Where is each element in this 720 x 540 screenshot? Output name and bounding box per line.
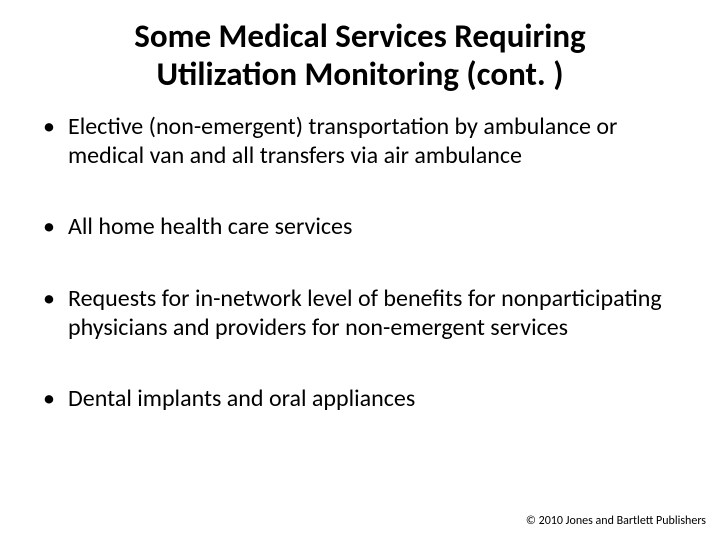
bullet-text: Dental implants and oral appliances	[68, 384, 415, 413]
bullet-list: Elective (non-emergent) transportation b…	[40, 112, 680, 414]
list-item: Dental implants and oral appliances	[40, 384, 680, 413]
list-item: Requests for in-network level of benefit…	[40, 284, 680, 343]
bullet-text: Elective (non-emergent) transportation b…	[68, 112, 617, 170]
title-line-2: Utilization Monitoring (cont. )	[157, 54, 564, 94]
bullet-text: All home health care services	[68, 212, 352, 241]
copyright-footer: © 2010 Jones and Bartlett Publishers	[526, 514, 706, 528]
slide-title: Some Medical Services Requiring Utilizat…	[40, 18, 680, 94]
list-item: All home health care services	[40, 212, 680, 241]
bullet-text: Requests for in-network level of benefit…	[68, 284, 662, 342]
slide: Some Medical Services Requiring Utilizat…	[0, 0, 720, 540]
title-line-1: Some Medical Services Requiring	[134, 16, 585, 56]
list-item: Elective (non-emergent) transportation b…	[40, 112, 680, 171]
